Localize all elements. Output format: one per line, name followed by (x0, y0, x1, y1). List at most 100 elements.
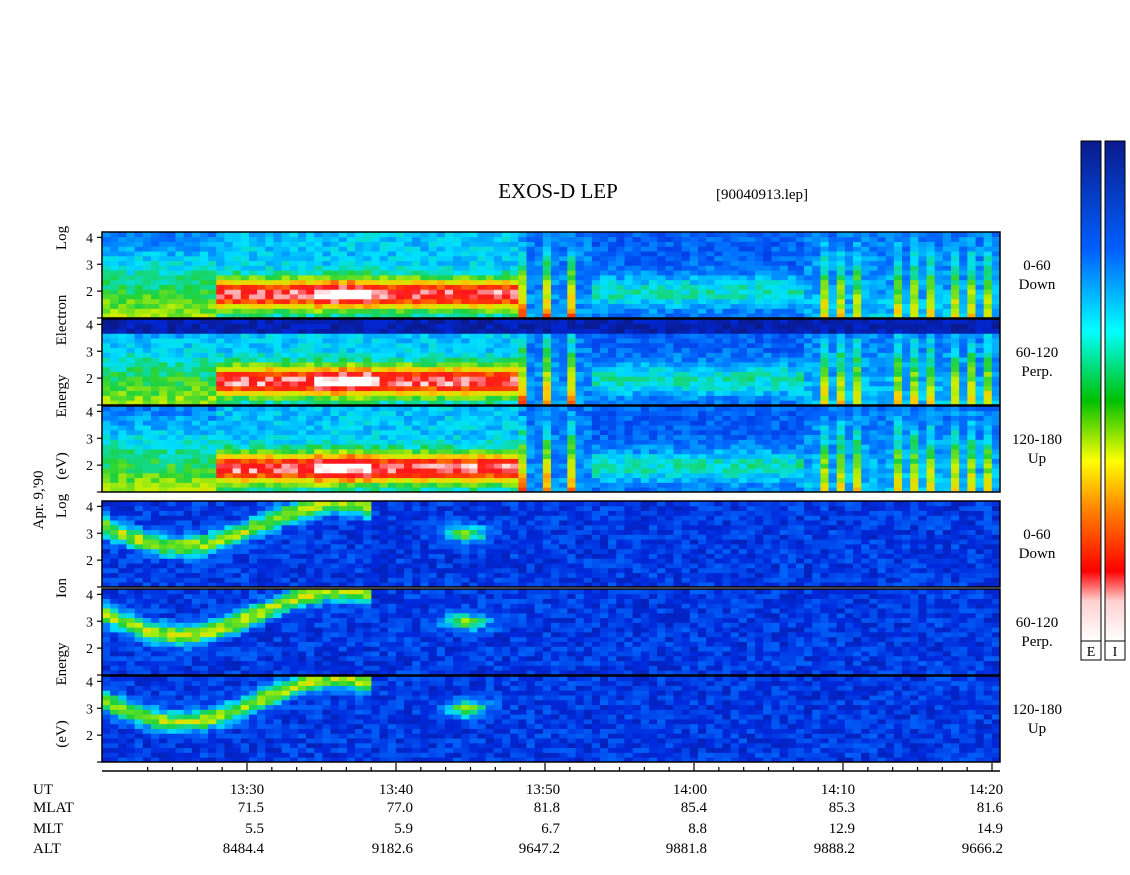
spectrogram-cell (150, 241, 160, 247)
spectrogram-cell (216, 342, 225, 349)
spectrogram-cell (273, 357, 282, 363)
spectrogram-cell (706, 246, 715, 252)
spectrogram-cell (485, 482, 495, 488)
spectrogram-cell (199, 463, 209, 469)
spectrogram-cell (175, 381, 185, 387)
spectrogram-cell (893, 381, 903, 387)
spectrogram-cell (199, 352, 209, 358)
spectrogram-cell (755, 395, 764, 401)
spectrogram-cell (150, 439, 160, 445)
spectrogram-cell (918, 294, 927, 300)
spectrogram-cell (967, 342, 976, 349)
spectrogram-cell (755, 251, 764, 257)
spectrogram-cell (755, 352, 764, 358)
spectrogram-cell (444, 279, 454, 285)
spectrogram-cell (706, 284, 715, 290)
spectrogram-cell (616, 347, 625, 353)
spectrogram-cell (738, 298, 748, 305)
spectrogram-cell (216, 406, 225, 412)
spectrogram-cell (428, 482, 438, 488)
spectrogram-cell (330, 381, 340, 387)
spectrogram-cell (102, 390, 111, 396)
spectrogram-cell (322, 420, 331, 426)
spectrogram-cell (257, 425, 266, 431)
spectrogram-cell (355, 482, 364, 488)
spectrogram-cell (199, 303, 209, 309)
spectrogram-cell (224, 284, 234, 290)
spectrogram-cell (477, 338, 487, 344)
spectrogram-cell (722, 289, 731, 295)
spectrogram-cell (510, 308, 519, 314)
spectrogram-cell (746, 338, 756, 344)
spectrogram-cell (681, 357, 691, 363)
spectrogram-cell (371, 425, 380, 431)
spectrogram-cell (959, 319, 968, 325)
spectrogram-cell (224, 294, 234, 300)
spectrogram-cell (102, 434, 111, 440)
spectrogram-cell (102, 444, 111, 450)
spectrogram-cell (395, 362, 405, 368)
spectrogram-cell (591, 366, 601, 372)
spectrogram-cell (518, 385, 527, 392)
spectrogram-cell (493, 289, 503, 295)
spectrogram-cell (436, 289, 446, 295)
spectrogram-cell (714, 294, 723, 300)
spectrogram-cell (387, 232, 397, 238)
spectrogram-cell (910, 284, 919, 290)
spectrogram-cell (330, 390, 340, 396)
spectrogram-cell (150, 303, 160, 309)
spectrogram-cell (355, 313, 364, 319)
spectrogram-cell (502, 439, 511, 445)
spectrogram-cell (265, 342, 274, 349)
spectrogram-cell (371, 482, 380, 488)
spectrogram-cell (346, 342, 356, 349)
spectrogram-cell (363, 449, 372, 455)
spectrogram-cell (853, 251, 862, 257)
spectrogram-cell (159, 458, 168, 464)
spectrogram-cell (461, 251, 470, 257)
spectrogram-cell (461, 395, 470, 401)
spectrogram-cell (591, 328, 601, 334)
spectrogram-cell (902, 395, 911, 401)
spectrogram-cell (346, 352, 356, 358)
spectrogram-cell (844, 275, 854, 281)
spectrogram-cell (387, 449, 397, 455)
spectrogram-cell (526, 333, 536, 339)
spectrogram-cell (159, 338, 168, 344)
spectrogram-cell (346, 236, 356, 242)
spectrogram-cell (240, 371, 250, 377)
spectrogram-cell (150, 410, 160, 416)
spectrogram-cell (338, 255, 348, 262)
spectrogram-cell (942, 241, 952, 247)
spectrogram-cell (746, 352, 756, 358)
spectrogram-cell (991, 381, 1001, 387)
spectrogram-cell (485, 371, 495, 377)
spectrogram-cell (542, 284, 552, 290)
spectrogram-cell (363, 246, 372, 252)
spectrogram-cell (485, 265, 495, 271)
spectrogram-cell (216, 323, 225, 329)
spectrogram-cell (281, 357, 291, 363)
spectrogram-cell (485, 328, 495, 334)
spectrogram-cell (918, 275, 927, 281)
spectrogram-cell (722, 347, 731, 353)
spectrogram-cell (387, 342, 397, 349)
spectrogram-cell (281, 381, 291, 387)
spectrogram-cell (763, 319, 772, 325)
spectrogram-cell (812, 251, 821, 257)
spectrogram-cell (624, 342, 634, 349)
spectrogram-cell (461, 284, 470, 290)
spectrogram-cell (542, 352, 552, 358)
spectrogram-cell (485, 313, 495, 319)
spectrogram-cell (167, 241, 176, 247)
spectrogram-cell (338, 265, 348, 271)
spectrogram-cell (583, 251, 593, 257)
spectrogram-cell (412, 425, 421, 431)
spectrogram-cell (477, 406, 487, 412)
spectrogram-cell (306, 425, 315, 431)
spectrogram-cell (836, 323, 846, 329)
spectrogram-cell (183, 303, 193, 309)
spectrogram-cell (502, 357, 511, 363)
spectrogram-cell (640, 241, 650, 247)
spectrogram-cell (787, 294, 797, 300)
